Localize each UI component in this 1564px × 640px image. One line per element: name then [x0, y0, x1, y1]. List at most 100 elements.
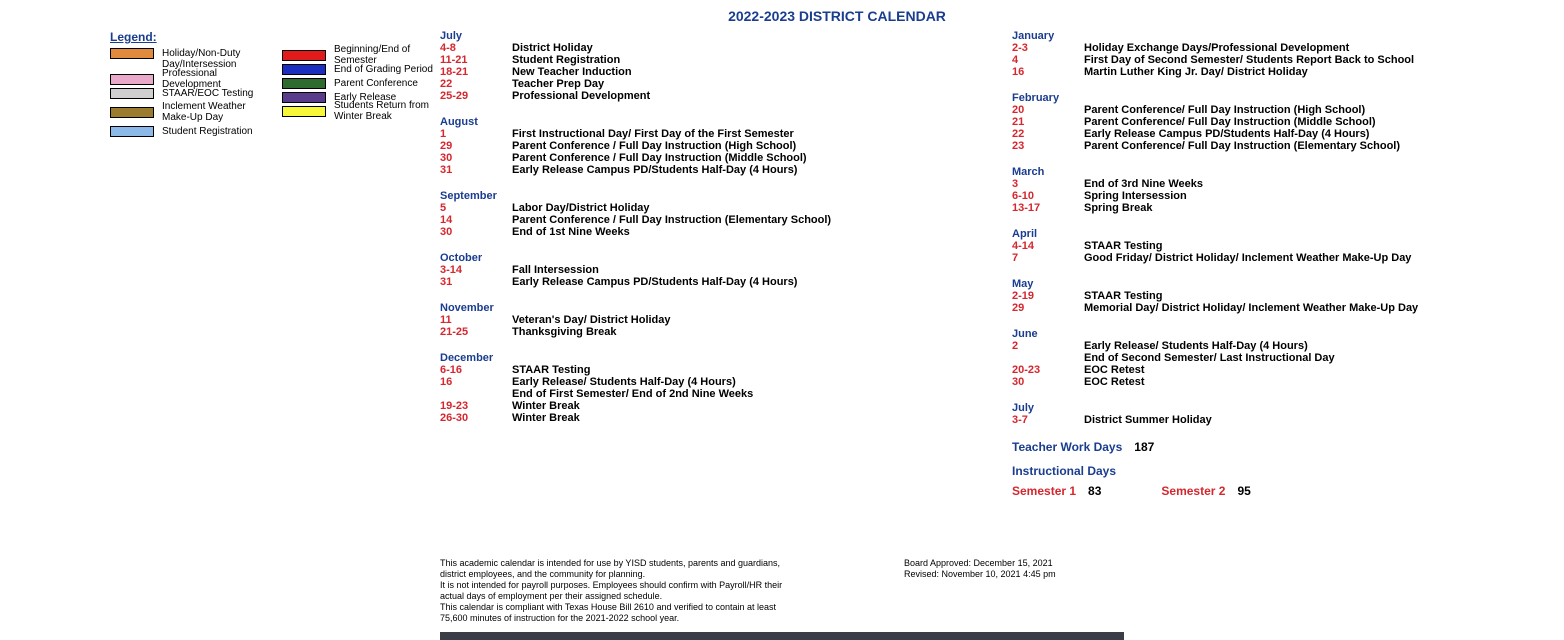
entry-date: 31 — [440, 276, 512, 288]
footer-disclaimer: This academic calendar is intended for u… — [440, 558, 784, 624]
legend-item: Student Registration — [110, 124, 262, 138]
legend-section: Legend: Holiday/Non-DutyDay/Intersession… — [0, 30, 440, 498]
entry-description: Martin Luther King Jr. Day/ District Hol… — [1084, 66, 1308, 78]
calendar-entry: 31Early Release Campus PD/Students Half-… — [440, 276, 992, 288]
entry-description: Good Friday/ District Holiday/ Inclement… — [1084, 252, 1411, 264]
legend-item: Parent Conference — [282, 76, 440, 90]
calendar-entry: 26-30Winter Break — [440, 412, 992, 424]
entry-date: 30 — [440, 226, 512, 238]
calendar-entry: 21Parent Conference/ Full Day Instructio… — [1012, 116, 1564, 128]
footer-line: It is not intended for payroll purposes.… — [440, 580, 784, 602]
entry-date: 22 — [1012, 128, 1084, 140]
entry-description: Parent Conference / Full Day Instruction… — [512, 152, 807, 164]
calendar-entry: 19-23Winter Break — [440, 400, 992, 412]
entry-date: 16 — [440, 376, 512, 388]
entry-description: Parent Conference/ Full Day Instruction … — [1084, 116, 1376, 128]
entry-description: First Instructional Day/ First Day of th… — [512, 128, 794, 140]
month-name: April — [1012, 228, 1564, 240]
calendar-entry: 20Parent Conference/ Full Day Instructio… — [1012, 104, 1564, 116]
entry-description: Spring Break — [1084, 202, 1152, 214]
month-name: September — [440, 190, 992, 202]
entry-description: New Teacher Induction — [512, 66, 632, 78]
entry-description: First Day of Second Semester/ Students R… — [1084, 54, 1414, 66]
calendar-right-col: January2-3Holiday Exchange Days/Professi… — [1012, 30, 1564, 498]
calendar-entry: 30End of 1st Nine Weeks — [440, 226, 992, 238]
month-block: June2Early Release/ Students Half-Day (4… — [1012, 328, 1564, 388]
calendar-entry: 2-19STAAR Testing — [1012, 290, 1564, 302]
calendar-document: 2022-2023 DISTRICT CALENDAR Legend: Holi… — [0, 0, 1564, 640]
entry-date: 25-29 — [440, 90, 512, 102]
legend-item: Students Return from Winter Break — [282, 104, 440, 118]
month-block: September5Labor Day/District Holiday14 P… — [440, 190, 992, 238]
legend-label: Students Return from Winter Break — [334, 100, 440, 122]
entry-date: 2-3 — [1012, 42, 1084, 54]
main-content: Legend: Holiday/Non-DutyDay/Intersession… — [0, 30, 1564, 498]
entry-date: 19-23 — [440, 400, 512, 412]
legend-item: Beginning/End of Semester — [282, 48, 440, 62]
entry-date: 11-21 — [440, 54, 512, 66]
entry-date: 23 — [1012, 140, 1084, 152]
footer-dates: Board Approved: December 15, 2021 Revise… — [904, 558, 1124, 624]
month-block: October3-14Fall Intersession31Early Rele… — [440, 252, 992, 288]
calendar-entry: 5Labor Day/District Holiday — [440, 202, 992, 214]
month-name: October — [440, 252, 992, 264]
entry-date: 6-10 — [1012, 190, 1084, 202]
legend-item: End of Grading Period — [282, 62, 440, 76]
entry-date: 14 — [440, 214, 512, 226]
calendar-entry: 4-8District Holiday — [440, 42, 992, 54]
entry-description: Parent Conference / Full Day Instruction… — [512, 140, 796, 152]
calendar-entry: 11Veteran's Day/ District Holiday — [440, 314, 992, 326]
legend-right-list: Beginning/End of SemesterEnd of Grading … — [282, 48, 440, 138]
entry-date: 4 — [1012, 54, 1084, 66]
month-block: July4-8District Holiday11-21Student Regi… — [440, 30, 992, 102]
entry-description: Professional Development — [512, 90, 650, 102]
calendar-entry: 3End of 3rd Nine Weeks — [1012, 178, 1564, 190]
entry-description: Parent Conference/ Full Day Instruction … — [1084, 104, 1365, 116]
page-title: 2022-2023 DISTRICT CALENDAR — [110, 8, 1564, 24]
month-block: April4-14STAAR Testing7Good Friday/ Dist… — [1012, 228, 1564, 264]
entry-date — [440, 388, 512, 400]
entry-date: 29 — [440, 140, 512, 152]
calendar-entry: 2Early Release/ Students Half-Day (4 Hou… — [1012, 340, 1564, 352]
entry-date: 21-25 — [440, 326, 512, 338]
footer-line: This calendar is compliant with Texas Ho… — [440, 602, 784, 624]
entry-date: 3 — [1012, 178, 1084, 190]
calendar-columns: July4-8District Holiday11-21Student Regi… — [440, 30, 1564, 498]
entry-date: 1 — [440, 128, 512, 140]
entry-date: 4-14 — [1012, 240, 1084, 252]
calendar-entry: 4-14STAAR Testing — [1012, 240, 1564, 252]
legend-label: STAAR/EOC Testing — [162, 88, 253, 99]
entry-description: Teacher Prep Day — [512, 78, 604, 90]
month-name: August — [440, 116, 992, 128]
month-name: November — [440, 302, 992, 314]
entry-description: EOC Retest — [1084, 364, 1145, 376]
legend-item: Inclement Weather Make-Up Day — [110, 100, 262, 124]
entry-date: 7 — [1012, 252, 1084, 264]
calendar-entry: 3-14Fall Intersession — [440, 264, 992, 276]
entry-date: 5 — [440, 202, 512, 214]
entry-description: Student Registration — [512, 54, 620, 66]
month-block: August1First Instructional Day/ First Da… — [440, 116, 992, 176]
month-name: July — [440, 30, 992, 42]
entry-description: STAAR Testing — [512, 364, 590, 376]
legend-swatch — [110, 88, 154, 99]
calendar-entry: 30Parent Conference / Full Day Instructi… — [440, 152, 992, 164]
teacher-work-days: Teacher Work Days187 — [1012, 440, 1564, 454]
legend-swatch — [282, 50, 326, 61]
month-name: December — [440, 352, 992, 364]
entry-date: 30 — [440, 152, 512, 164]
entry-description: End of 3rd Nine Weeks — [1084, 178, 1203, 190]
month-block: July3-7District Summer Holiday — [1012, 402, 1564, 426]
entry-date: 2 — [1012, 340, 1084, 352]
calendar-entry: 7Good Friday/ District Holiday/ Inclemen… — [1012, 252, 1564, 264]
legend-title: Legend: — [110, 30, 440, 44]
calendar-entry: 3-7District Summer Holiday — [1012, 414, 1564, 426]
entry-description: Fall Intersession — [512, 264, 599, 276]
calendar-entry: 16Early Release/ Students Half-Day (4 Ho… — [440, 376, 992, 388]
entry-date — [1012, 352, 1084, 364]
entry-date: 31 — [440, 164, 512, 176]
legend-item: Professional Development — [110, 72, 262, 86]
legend-swatch — [282, 64, 326, 75]
month-name: June — [1012, 328, 1564, 340]
entry-date: 4-8 — [440, 42, 512, 54]
